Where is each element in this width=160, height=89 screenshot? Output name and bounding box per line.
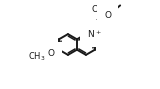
Text: O: O bbox=[104, 11, 111, 20]
Text: CH$_3$: CH$_3$ bbox=[28, 50, 46, 63]
Text: N$^+$: N$^+$ bbox=[87, 28, 101, 40]
Text: O: O bbox=[48, 49, 55, 58]
Text: O: O bbox=[91, 5, 98, 14]
